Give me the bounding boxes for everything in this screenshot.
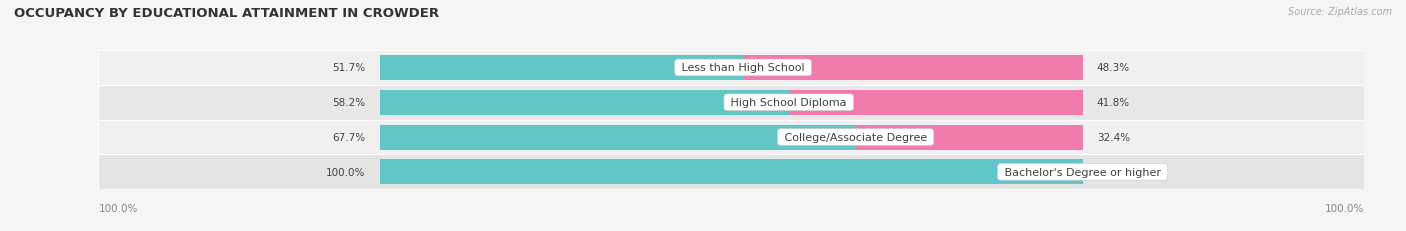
Text: 32.4%: 32.4% [1097, 132, 1130, 143]
Text: Source: ZipAtlas.com: Source: ZipAtlas.com [1288, 7, 1392, 17]
Text: 51.7%: 51.7% [332, 63, 366, 73]
Bar [380, 90, 789, 115]
Text: High School Diploma: High School Diploma [727, 98, 851, 108]
Text: 48.3%: 48.3% [1097, 63, 1130, 73]
Bar [742, 56, 1083, 81]
Text: OCCUPANCY BY EDUCATIONAL ATTAINMENT IN CROWDER: OCCUPANCY BY EDUCATIONAL ATTAINMENT IN C… [14, 7, 439, 20]
Bar [789, 90, 1083, 115]
Bar [855, 125, 1083, 150]
Text: 100.0%: 100.0% [326, 167, 366, 177]
Bar [380, 125, 855, 150]
Bar [98, 120, 1364, 155]
Text: 41.8%: 41.8% [1097, 98, 1130, 108]
Text: College/Associate Degree: College/Associate Degree [780, 132, 931, 143]
Text: 100.0%: 100.0% [1324, 203, 1364, 213]
Bar [380, 56, 742, 81]
Bar [98, 51, 1364, 85]
Text: Bachelor's Degree or higher: Bachelor's Degree or higher [1001, 167, 1164, 177]
Bar [380, 160, 1083, 185]
Bar [98, 85, 1364, 120]
Bar [98, 155, 1364, 189]
Text: 58.2%: 58.2% [332, 98, 366, 108]
Text: Less than High School: Less than High School [678, 63, 808, 73]
Text: 100.0%: 100.0% [98, 203, 138, 213]
Text: 67.7%: 67.7% [332, 132, 366, 143]
Text: 0.0%: 0.0% [1097, 167, 1123, 177]
